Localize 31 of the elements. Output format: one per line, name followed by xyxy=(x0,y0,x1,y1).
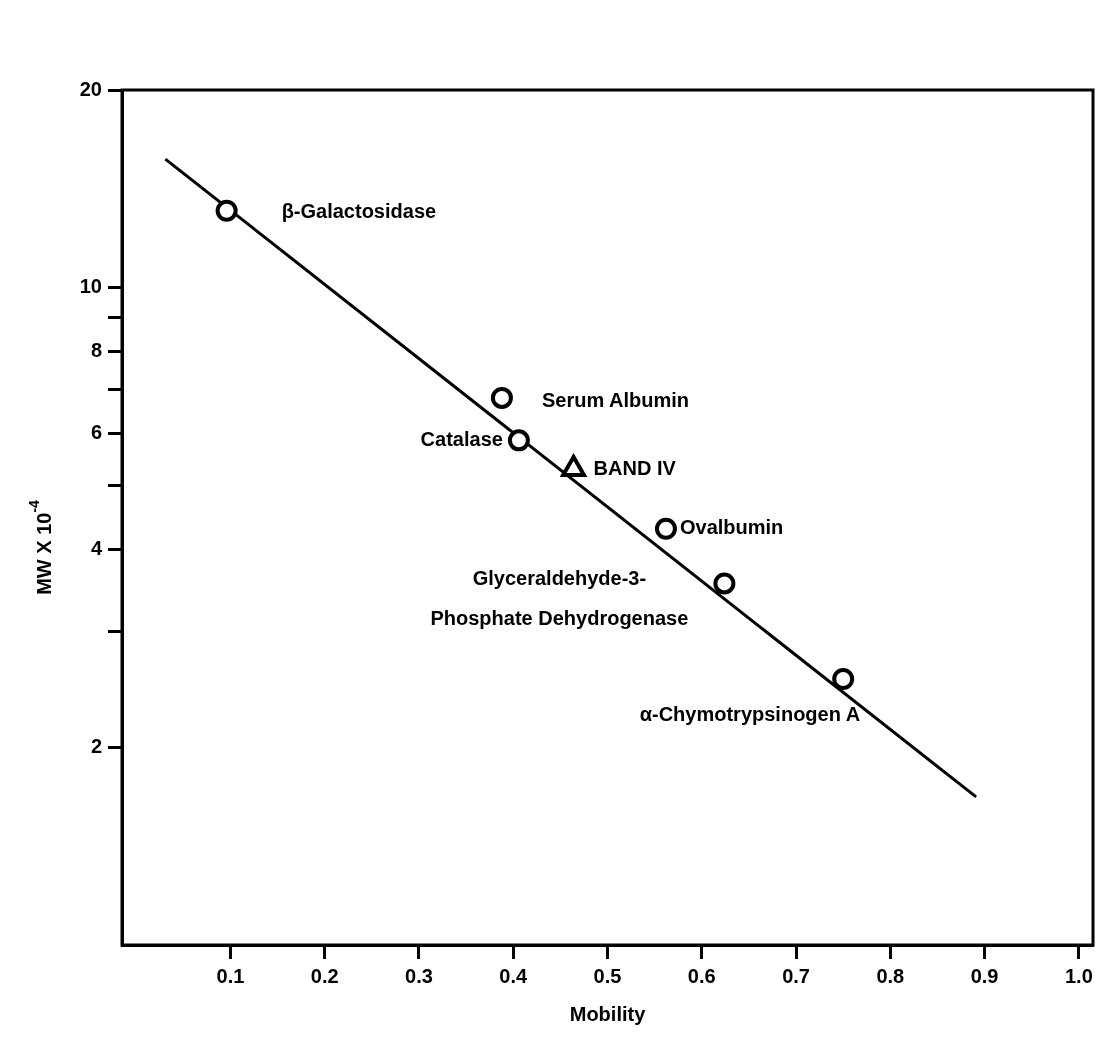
y-tick-label: 10 xyxy=(79,275,102,298)
annotation: Ovalbumin xyxy=(679,516,784,539)
x-tick-label: 0.2 xyxy=(310,964,339,987)
x-axis-title: Mobility xyxy=(569,1002,647,1025)
annotation: BAND IV xyxy=(593,456,677,479)
x-tick-label: 0.9 xyxy=(970,964,999,987)
x-tick-label: 1.0 xyxy=(1064,964,1093,987)
x-tick-label: 0.7 xyxy=(782,964,810,987)
annotation: β-Galactosidase xyxy=(281,200,437,223)
annotation: Catalase xyxy=(420,427,503,450)
y-axis-title: MW X 10-4 xyxy=(25,499,55,595)
x-tick-label: 0.3 xyxy=(405,964,433,987)
annotation: α-Chymotrypsinogen A xyxy=(639,703,861,726)
x-tick-label: 0.4 xyxy=(499,964,528,987)
annotation: Glyceraldehyde-3- Phosphate Dehydrogenase xyxy=(430,566,689,629)
y-tick-label: 4 xyxy=(90,536,103,559)
point xyxy=(490,386,513,409)
y-tick-label: 20 xyxy=(79,77,102,100)
point xyxy=(832,667,855,690)
x-tick-label: 0.1 xyxy=(216,964,245,987)
point xyxy=(507,429,530,452)
x-tick-label: 0.6 xyxy=(687,964,716,987)
y-tick-label: 8 xyxy=(90,339,102,362)
point xyxy=(713,572,736,595)
x-tick-label: 0.5 xyxy=(593,964,622,987)
x-tick-label: 0.8 xyxy=(876,964,905,987)
annotation: Serum Albumin xyxy=(541,389,689,412)
point xyxy=(654,517,677,540)
y-tick-label: 2 xyxy=(90,734,102,757)
point xyxy=(215,199,238,222)
y-tick-label: 6 xyxy=(90,421,102,444)
